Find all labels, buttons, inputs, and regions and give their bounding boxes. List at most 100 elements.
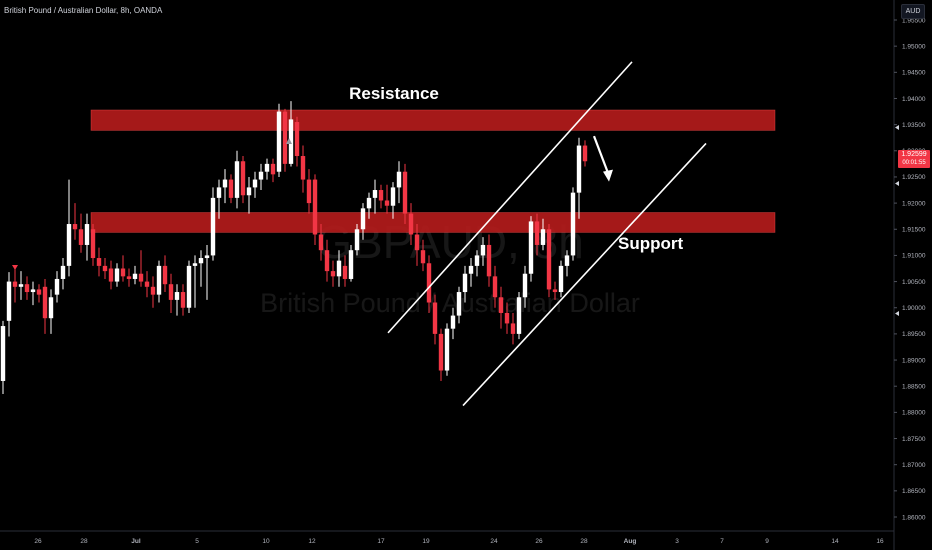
candle-body bbox=[12, 281, 18, 287]
candle bbox=[372, 179, 378, 214]
last-price-value: 1.92599 bbox=[901, 151, 927, 158]
candle-body bbox=[54, 278, 60, 295]
candle bbox=[162, 255, 168, 293]
candle bbox=[396, 161, 402, 204]
price-tick-label: 1.94500 bbox=[902, 70, 926, 77]
candle-body bbox=[240, 161, 246, 196]
candle bbox=[330, 260, 336, 287]
candle-body bbox=[306, 179, 312, 204]
candle-body bbox=[72, 224, 78, 230]
candle bbox=[534, 213, 540, 256]
candle bbox=[216, 179, 222, 219]
candle bbox=[306, 169, 312, 214]
candle bbox=[246, 176, 252, 214]
candle bbox=[576, 137, 582, 219]
candle bbox=[102, 258, 108, 279]
candle-body bbox=[276, 111, 282, 172]
candle bbox=[348, 244, 354, 282]
candle-body bbox=[546, 229, 552, 290]
candle-body bbox=[534, 221, 540, 245]
candle bbox=[456, 286, 462, 324]
candle bbox=[240, 156, 246, 204]
candle-body bbox=[0, 326, 6, 381]
candle bbox=[336, 250, 342, 287]
watermark-name: British Pound / Australian Dollar bbox=[260, 288, 640, 318]
candle-body bbox=[462, 273, 468, 293]
candle-body bbox=[18, 284, 24, 287]
candle bbox=[528, 216, 534, 282]
candle bbox=[366, 192, 372, 219]
candle bbox=[144, 271, 150, 298]
candle bbox=[276, 103, 282, 177]
price-tick-label: 1.89000 bbox=[902, 357, 926, 364]
candle-body bbox=[318, 234, 324, 251]
currency-badge[interactable]: AUD bbox=[901, 4, 925, 19]
candle bbox=[516, 292, 522, 340]
candle-body bbox=[30, 289, 36, 293]
candle bbox=[426, 255, 432, 313]
candle bbox=[432, 294, 438, 345]
price-tick-label: 1.92500 bbox=[902, 174, 926, 181]
forecast-arrow-head bbox=[603, 169, 613, 182]
candle bbox=[18, 271, 24, 300]
candle bbox=[222, 169, 228, 204]
candle bbox=[450, 307, 456, 340]
candle-body bbox=[48, 297, 54, 319]
candle-body bbox=[372, 190, 378, 198]
price-tick-label: 1.89500 bbox=[902, 331, 926, 338]
price-tick-label: 1.95000 bbox=[902, 43, 926, 50]
candle-body bbox=[474, 255, 480, 266]
candle bbox=[342, 255, 348, 287]
candle-body bbox=[144, 281, 150, 287]
zone-resistance bbox=[90, 109, 776, 131]
zone-support bbox=[90, 212, 776, 233]
candle-body bbox=[390, 187, 396, 206]
candle-body bbox=[282, 111, 288, 164]
candle-body bbox=[576, 145, 582, 193]
time-tick-label: 7 bbox=[720, 538, 724, 545]
price-tick-label: 1.86500 bbox=[902, 488, 926, 495]
candle-body bbox=[504, 312, 510, 324]
candle bbox=[522, 265, 528, 308]
triangle-down-icon bbox=[12, 265, 18, 270]
candle bbox=[72, 203, 78, 240]
candle bbox=[474, 250, 480, 277]
candle bbox=[360, 203, 366, 240]
forecast-arrow-shaft bbox=[592, 135, 611, 177]
crosshair-marker-icon bbox=[895, 125, 899, 130]
candle-body bbox=[420, 250, 426, 264]
price-tick-label: 1.87500 bbox=[902, 436, 926, 443]
candle bbox=[120, 255, 126, 282]
candle-body bbox=[246, 187, 252, 196]
candle-body bbox=[252, 179, 258, 188]
candle bbox=[54, 271, 60, 303]
time-tick-label: Aug bbox=[624, 538, 637, 545]
time-tick-label: 19 bbox=[422, 538, 430, 545]
time-tick-label: 10 bbox=[262, 538, 270, 545]
candle bbox=[210, 187, 216, 261]
candle-body bbox=[510, 323, 516, 334]
candle-body bbox=[408, 213, 414, 235]
symbol-title[interactable]: British Pound / Australian Dollar, 8h, O… bbox=[4, 6, 163, 15]
candle-body bbox=[564, 255, 570, 266]
candle bbox=[48, 289, 54, 334]
candle bbox=[252, 171, 258, 198]
zone-label-support: Support bbox=[618, 234, 683, 253]
candle bbox=[186, 260, 192, 313]
triangle-up-icon bbox=[286, 138, 292, 144]
candle bbox=[42, 278, 48, 334]
price-tick-label: 1.94000 bbox=[902, 96, 926, 103]
candle-body bbox=[78, 229, 84, 245]
candle bbox=[6, 272, 12, 337]
candle bbox=[150, 276, 156, 308]
candle bbox=[234, 150, 240, 209]
time-tick-label: 16 bbox=[876, 538, 884, 545]
price-tick-label: 1.91500 bbox=[902, 227, 926, 234]
candle-body bbox=[552, 289, 558, 293]
candle bbox=[510, 312, 516, 345]
candle bbox=[408, 203, 414, 245]
candle-body bbox=[414, 234, 420, 251]
candle-body bbox=[348, 250, 354, 279]
time-tick-label: Jul bbox=[131, 538, 141, 545]
